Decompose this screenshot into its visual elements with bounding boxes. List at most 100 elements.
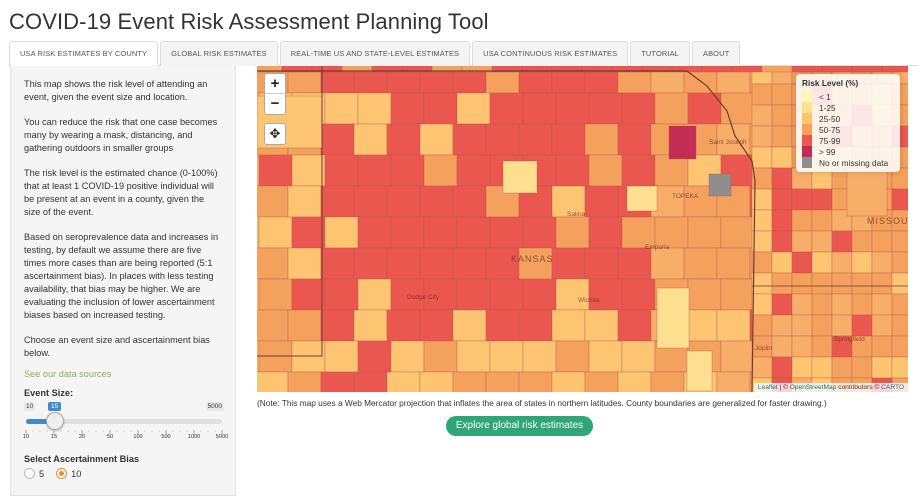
county-shape[interactable] <box>357 92 392 125</box>
county-shape[interactable] <box>668 125 697 160</box>
county-shape[interactable] <box>551 185 586 218</box>
county-shape[interactable] <box>287 185 322 218</box>
county-shape[interactable] <box>846 165 888 217</box>
county-shape[interactable] <box>751 356 773 379</box>
county-shape[interactable] <box>390 154 425 187</box>
county-shape[interactable] <box>353 123 388 156</box>
county-shape[interactable] <box>551 309 586 342</box>
county-shape[interactable] <box>489 216 524 249</box>
county-shape[interactable] <box>687 216 722 249</box>
county-shape[interactable] <box>291 216 326 249</box>
tab-about[interactable]: ABOUT <box>691 41 741 66</box>
county-shape[interactable] <box>401 66 433 73</box>
county-shape[interactable] <box>761 66 793 73</box>
county-shape[interactable] <box>423 278 458 311</box>
county-shape[interactable] <box>654 154 689 187</box>
tab-global-risk-estimates[interactable]: GLOBAL RISK ESTIMATES <box>160 41 278 66</box>
county-shape[interactable] <box>456 154 491 187</box>
county-shape[interactable] <box>324 92 359 125</box>
county-shape[interactable] <box>617 123 652 156</box>
county-shape[interactable] <box>456 216 491 249</box>
county-shape[interactable] <box>821 66 853 73</box>
county-shape[interactable] <box>621 92 656 125</box>
county-shape[interactable] <box>791 272 813 295</box>
locate-button[interactable]: ✥ <box>264 123 286 145</box>
county-shape[interactable] <box>650 247 685 280</box>
slider-handle[interactable] <box>46 412 64 430</box>
county-shape[interactable] <box>386 371 421 392</box>
county-shape[interactable] <box>871 272 893 295</box>
county-shape[interactable] <box>423 216 458 249</box>
county-shape[interactable] <box>502 160 538 194</box>
county-shape[interactable] <box>311 66 343 73</box>
county-shape[interactable] <box>291 278 326 311</box>
county-shape[interactable] <box>851 356 873 379</box>
county-shape[interactable] <box>871 314 893 337</box>
county-shape[interactable] <box>353 371 388 392</box>
county-shape[interactable] <box>423 340 458 373</box>
county-shape[interactable] <box>551 371 586 392</box>
county-shape[interactable] <box>891 230 908 253</box>
county-shape[interactable] <box>324 340 359 373</box>
county-shape[interactable] <box>489 340 524 373</box>
county-shape[interactable] <box>386 247 421 280</box>
county-shape[interactable] <box>771 83 793 106</box>
county-shape[interactable] <box>521 66 553 73</box>
county-shape[interactable] <box>419 371 454 392</box>
county-shape[interactable] <box>771 209 793 232</box>
county-shape[interactable] <box>257 185 289 218</box>
openstreetmap-link[interactable]: OpenStreetMap <box>789 384 837 391</box>
county-shape[interactable] <box>771 272 793 295</box>
county-shape[interactable] <box>831 272 853 295</box>
county-shape[interactable] <box>720 278 755 311</box>
tab-tutorial[interactable]: TUTORIAL <box>630 41 690 66</box>
county-shape[interactable] <box>431 66 463 73</box>
county-shape[interactable] <box>419 185 454 218</box>
county-shape[interactable] <box>791 230 813 253</box>
bias-radio-10[interactable] <box>56 468 68 479</box>
risk-map[interactable]: KANSAS MISSOU TOPEKA Salina Emporia Wich… <box>257 66 908 392</box>
county-shape[interactable] <box>584 309 619 342</box>
county-shape[interactable] <box>621 216 656 249</box>
county-shape[interactable] <box>617 247 652 280</box>
county-shape[interactable] <box>811 314 833 337</box>
county-shape[interactable] <box>851 66 883 73</box>
county-shape[interactable] <box>518 309 553 342</box>
county-shape[interactable] <box>584 123 619 156</box>
county-shape[interactable] <box>771 104 793 127</box>
data-sources-link[interactable]: See our data sources <box>24 369 112 379</box>
county-shape[interactable] <box>708 173 732 197</box>
county-shape[interactable] <box>257 66 283 73</box>
county-shape[interactable] <box>456 92 491 125</box>
county-shape[interactable] <box>771 188 793 211</box>
county-shape[interactable] <box>881 66 908 73</box>
county-shape[interactable] <box>871 251 893 274</box>
county-shape[interactable] <box>811 251 833 274</box>
county-shape[interactable] <box>555 216 590 249</box>
county-shape[interactable] <box>357 340 392 373</box>
tab-real-time-us-and-state-level-estimates[interactable]: REAL-TIME US AND STATE-LEVEL ESTIMATES <box>279 41 471 66</box>
county-shape[interactable] <box>320 247 355 280</box>
county-shape[interactable] <box>588 154 623 187</box>
county-shape[interactable] <box>687 278 722 311</box>
county-shape[interactable] <box>851 230 873 253</box>
county-shape[interactable] <box>716 371 751 392</box>
county-shape[interactable] <box>551 66 583 73</box>
county-shape[interactable] <box>811 188 833 211</box>
county-shape[interactable] <box>811 335 833 358</box>
county-shape[interactable] <box>891 314 908 337</box>
county-shape[interactable] <box>751 272 773 295</box>
county-shape[interactable] <box>320 123 355 156</box>
county-shape[interactable] <box>771 146 793 169</box>
county-shape[interactable] <box>811 293 833 316</box>
county-shape[interactable] <box>851 272 873 295</box>
county-shape[interactable] <box>555 340 590 373</box>
county-shape[interactable] <box>456 278 491 311</box>
county-shape[interactable] <box>811 209 833 232</box>
county-shape[interactable] <box>716 247 751 280</box>
county-shape[interactable] <box>489 92 524 125</box>
county-shape[interactable] <box>751 83 773 106</box>
county-shape[interactable] <box>771 293 793 316</box>
county-shape[interactable] <box>851 314 873 337</box>
county-shape[interactable] <box>654 92 689 125</box>
